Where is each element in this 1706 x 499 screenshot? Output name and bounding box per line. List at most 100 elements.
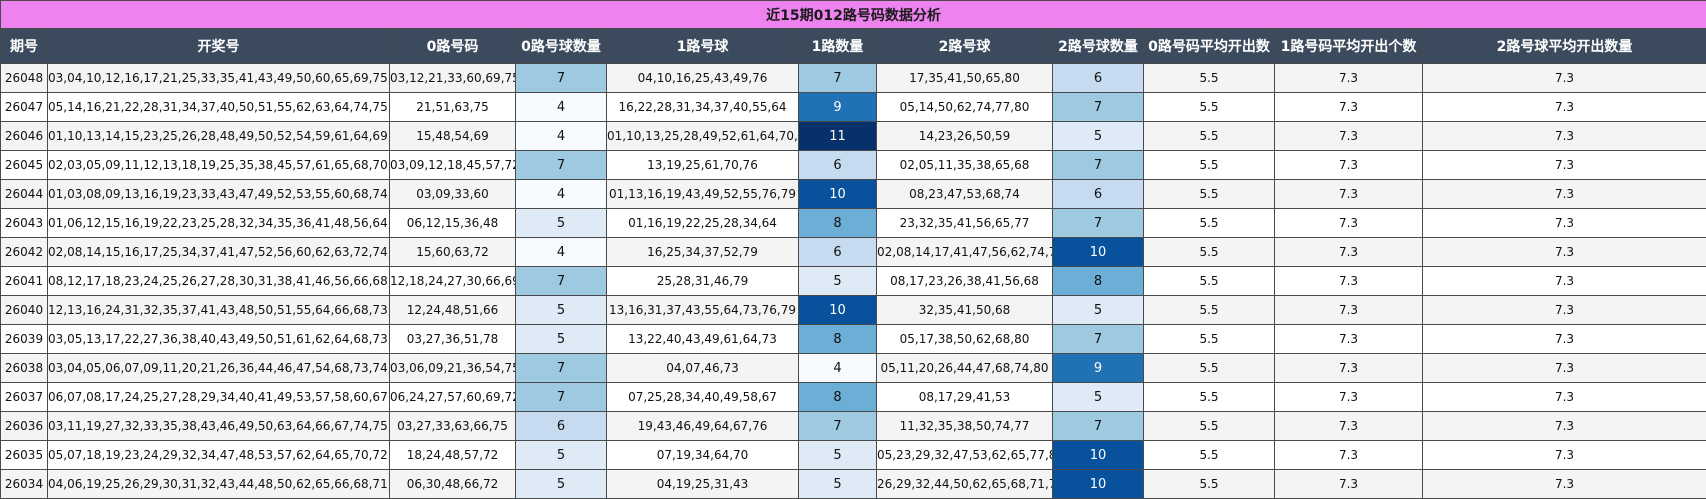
cell-route0-average: 5.5: [1143, 295, 1275, 325]
cell-route1-count: 8: [798, 208, 877, 238]
cell-route2-numbers: 17,35,41,50,65,80: [876, 63, 1053, 93]
table-row: 26042 02,08,14,15,16,17,25,34,37,41,47,52…: [0, 237, 1706, 267]
cell-period: 26041: [0, 266, 48, 296]
cell-route1-numbers: 01,16,19,22,25,28,34,64: [606, 208, 799, 238]
cell-route1-numbers: 01,13,16,19,43,49,52,55,76,79: [606, 179, 799, 209]
cell-route1-count: 8: [798, 382, 877, 412]
cell-route1-count: 5: [798, 469, 877, 499]
cell-route1-average: 7.3: [1274, 353, 1423, 383]
cell-route2-numbers: 05,11,20,26,44,47,68,74,80: [876, 353, 1053, 383]
cell-route2-average: 7.3: [1421, 295, 1706, 325]
cell-route1-average: 7.3: [1274, 150, 1423, 180]
cell-draw-numbers: 03,04,10,12,16,17,21,25,33,35,41,43,49,5…: [47, 63, 390, 93]
cell-route0-count: 4: [515, 237, 607, 267]
cell-route1-average: 7.3: [1274, 440, 1423, 470]
cell-draw-numbers: 04,06,19,25,26,29,30,31,32,43,44,48,50,6…: [47, 469, 390, 499]
cell-route2-numbers: 08,23,47,53,68,74: [876, 179, 1053, 209]
cell-route0-average: 5.5: [1143, 353, 1275, 383]
table-row: 26047 05,14,16,21,22,28,31,34,37,40,50,51…: [0, 92, 1706, 122]
cell-route2-numbers: 05,17,38,50,62,68,80: [876, 324, 1053, 354]
cell-period: 26045: [0, 150, 48, 180]
cell-draw-numbers: 03,11,19,27,32,33,35,38,43,46,49,50,63,6…: [47, 411, 390, 441]
cell-draw-numbers: 08,12,17,18,23,24,25,26,27,28,30,31,38,4…: [47, 266, 390, 296]
cell-route1-numbers: 13,19,25,61,70,76: [606, 150, 799, 180]
cell-route0-average: 5.5: [1143, 179, 1275, 209]
cell-route2-numbers: 11,32,35,38,50,74,77: [876, 411, 1053, 441]
cell-route2-numbers: 08,17,23,26,38,41,56,68: [876, 266, 1053, 296]
cell-route0-count: 4: [515, 121, 607, 151]
cell-route2-average: 7.3: [1421, 411, 1706, 441]
header-route0-average: 0路号码平均开出数: [1143, 28, 1275, 64]
cell-period: 26035: [0, 440, 48, 470]
cell-route2-numbers: 05,14,50,62,74,77,80: [876, 92, 1053, 122]
cell-route1-count: 10: [798, 179, 877, 209]
cell-route0-average: 5.5: [1143, 382, 1275, 412]
cell-route0-count: 5: [515, 440, 607, 470]
cell-route1-average: 7.3: [1274, 324, 1423, 354]
table-row: 26043 01,06,12,15,16,19,22,23,25,28,32,34…: [0, 208, 1706, 238]
cell-route0-average: 5.5: [1143, 411, 1275, 441]
cell-route1-count: 11: [798, 121, 877, 151]
cell-route1-count: 10: [798, 295, 877, 325]
cell-route2-numbers: 14,23,26,50,59: [876, 121, 1053, 151]
cell-route1-numbers: 13,16,31,37,43,55,64,73,76,79: [606, 295, 799, 325]
cell-draw-numbers: 06,07,08,17,24,25,27,28,29,34,40,41,49,5…: [47, 382, 390, 412]
cell-route2-count: 10: [1052, 237, 1144, 267]
cell-route0-count: 5: [515, 208, 607, 238]
cell-route0-numbers: 06,30,48,66,72: [389, 469, 516, 499]
table-row: 26045 02,03,05,09,11,12,13,18,19,25,35,38…: [0, 150, 1706, 180]
cell-route0-count: 7: [515, 353, 607, 383]
cell-draw-numbers: 01,03,08,09,13,16,19,23,33,43,47,49,52,5…: [47, 179, 390, 209]
table-row: 26034 04,06,19,25,26,29,30,31,32,43,44,48…: [0, 469, 1706, 499]
cell-route1-average: 7.3: [1274, 92, 1423, 122]
cell-route2-count: 7: [1052, 324, 1144, 354]
cell-route2-average: 7.3: [1421, 208, 1706, 238]
table-row: 26044 01,03,08,09,13,16,19,23,33,43,47,49…: [0, 179, 1706, 209]
cell-route1-average: 7.3: [1274, 382, 1423, 412]
cell-route2-numbers: 02,08,14,17,41,47,56,62,74,77: [876, 237, 1053, 267]
cell-draw-numbers: 12,13,16,24,31,32,35,37,41,43,48,50,51,5…: [47, 295, 390, 325]
cell-draw-numbers: 02,08,14,15,16,17,25,34,37,41,47,52,56,6…: [47, 237, 390, 267]
cell-route2-average: 7.3: [1421, 121, 1706, 151]
cell-route0-average: 5.5: [1143, 63, 1275, 93]
cell-route0-count: 5: [515, 469, 607, 499]
cell-route1-numbers: 04,19,25,31,43: [606, 469, 799, 499]
table-row: 26048 03,04,10,12,16,17,21,25,33,35,41,43…: [0, 63, 1706, 93]
cell-route0-numbers: 03,12,21,33,60,69,75: [389, 63, 516, 93]
cell-route0-numbers: 12,24,48,51,66: [389, 295, 516, 325]
cell-route1-count: 6: [798, 150, 877, 180]
cell-route0-average: 5.5: [1143, 237, 1275, 267]
header-route0-count: 0路号球数量: [515, 28, 607, 64]
cell-draw-numbers: 01,06,12,15,16,19,22,23,25,28,32,34,35,3…: [47, 208, 390, 238]
cell-route0-numbers: 03,27,33,63,66,75: [389, 411, 516, 441]
cell-route1-average: 7.3: [1274, 208, 1423, 238]
cell-draw-numbers: 02,03,05,09,11,12,13,18,19,25,35,38,45,5…: [47, 150, 390, 180]
cell-period: 26044: [0, 179, 48, 209]
cell-route0-average: 5.5: [1143, 440, 1275, 470]
cell-draw-numbers: 05,14,16,21,22,28,31,34,37,40,50,51,55,6…: [47, 92, 390, 122]
cell-route0-numbers: 21,51,63,75: [389, 92, 516, 122]
cell-route1-average: 7.3: [1274, 121, 1423, 151]
cell-route1-average: 7.3: [1274, 266, 1423, 296]
cell-route1-numbers: 04,10,16,25,43,49,76: [606, 63, 799, 93]
cell-route1-count: 5: [798, 266, 877, 296]
cell-route0-count: 4: [515, 179, 607, 209]
cell-route2-count: 7: [1052, 208, 1144, 238]
cell-period: 26038: [0, 353, 48, 383]
cell-draw-numbers: 05,07,18,19,23,24,29,32,34,47,48,53,57,6…: [47, 440, 390, 470]
cell-route0-count: 6: [515, 411, 607, 441]
cell-route0-count: 5: [515, 295, 607, 325]
table-row: 26036 03,11,19,27,32,33,35,38,43,46,49,50…: [0, 411, 1706, 441]
cell-route1-numbers: 13,22,40,43,49,61,64,73: [606, 324, 799, 354]
cell-route1-numbers: 07,25,28,34,40,49,58,67: [606, 382, 799, 412]
cell-route0-numbers: 15,60,63,72: [389, 237, 516, 267]
cell-route1-average: 7.3: [1274, 63, 1423, 93]
cell-route1-numbers: 04,07,46,73: [606, 353, 799, 383]
cell-route1-count: 7: [798, 63, 877, 93]
cell-route0-count: 4: [515, 92, 607, 122]
header-route1-numbers: 1路号球: [606, 28, 799, 64]
cell-route0-average: 5.5: [1143, 266, 1275, 296]
cell-route1-numbers: 07,19,34,64,70: [606, 440, 799, 470]
cell-route2-average: 7.3: [1421, 92, 1706, 122]
